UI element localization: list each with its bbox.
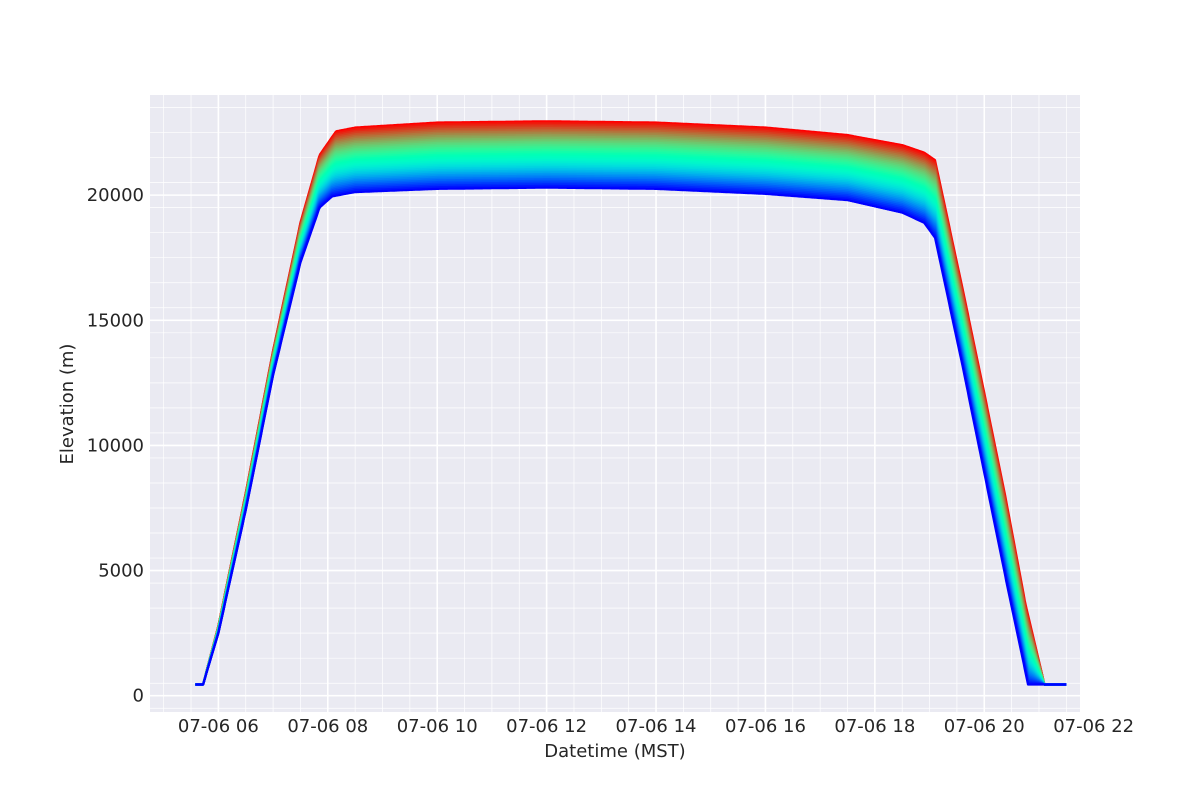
x-tick-label: 07-06 12 [506, 716, 587, 737]
x-tick-label: 07-06 16 [725, 716, 806, 737]
y-tick-label: 20000 [87, 185, 144, 206]
series-line [195, 171, 1067, 686]
series-line [195, 120, 1067, 686]
x-tick-label: 07-06 08 [287, 716, 368, 737]
series-line [195, 178, 1067, 686]
y-tick-labels: 0 5000 10000 15000 20000 [87, 185, 144, 707]
series-line [195, 162, 1067, 686]
series-line [195, 121, 1067, 686]
series-line [195, 181, 1067, 686]
y-tick-label: 15000 [87, 310, 144, 331]
series-line [195, 179, 1067, 686]
y-tick-label: 10000 [87, 435, 144, 456]
series-line [195, 127, 1067, 686]
series-line [195, 142, 1067, 686]
x-tick-label: 07-06 20 [944, 716, 1025, 737]
series-line [195, 145, 1067, 686]
series-line [195, 135, 1067, 686]
series-line [195, 147, 1067, 686]
y-tick-label: 5000 [98, 561, 144, 582]
x-tick-labels: 07-06 06 07-06 08 07-06 10 07-06 12 07-06 14… [178, 716, 1134, 737]
series-line [195, 140, 1067, 686]
series-line [195, 166, 1067, 686]
series-line [195, 176, 1067, 686]
series-line [195, 155, 1067, 686]
series-line [195, 159, 1067, 686]
series-line [195, 172, 1067, 686]
series-line [195, 184, 1067, 686]
series-line [195, 138, 1067, 686]
series-line [195, 123, 1067, 686]
series-line [195, 157, 1067, 686]
series-line [195, 154, 1067, 686]
series-line [195, 161, 1067, 686]
x-tick-label: 07-06 18 [834, 716, 915, 737]
series-line [195, 164, 1067, 686]
x-tick-label: 07-06 06 [178, 716, 259, 737]
x-tick-label: 07-06 14 [616, 716, 697, 737]
series-line [195, 174, 1067, 686]
series-group [195, 120, 1067, 686]
series-line [195, 133, 1067, 686]
series-line [195, 150, 1067, 686]
series-line [195, 130, 1067, 686]
series-line [195, 137, 1067, 686]
series-line [195, 132, 1067, 686]
series-line [195, 183, 1067, 686]
series-line [195, 144, 1067, 686]
y-tick-label: 0 [133, 686, 144, 707]
series-line [195, 125, 1067, 686]
x-axis-title: Datetime (MST) [544, 741, 685, 762]
series-line [195, 169, 1067, 686]
series-line [195, 149, 1067, 686]
series-line [195, 186, 1067, 686]
series-line [195, 152, 1067, 686]
series-line [195, 128, 1067, 686]
series-line [195, 167, 1067, 686]
x-tick-label: 07-06 10 [397, 716, 478, 737]
x-tick-label: 07-06 22 [1053, 716, 1134, 737]
y-axis-title: Elevation (m) [57, 344, 78, 465]
